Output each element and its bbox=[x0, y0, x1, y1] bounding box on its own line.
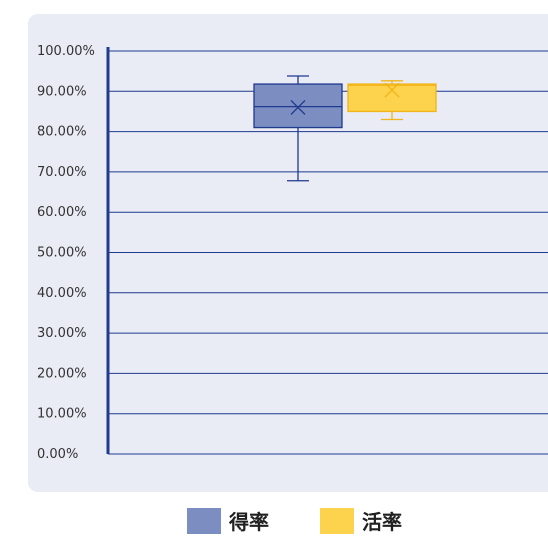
legend: 得率 活率 bbox=[0, 506, 548, 538]
y-tick-label: 90.00% bbox=[37, 84, 87, 99]
legend-label-yield: 得率 bbox=[229, 510, 269, 534]
box-iqr bbox=[253, 83, 343, 129]
y-tick-label: 60.00% bbox=[37, 205, 87, 220]
mean-marker bbox=[384, 82, 400, 98]
y-tick-label: 20.00% bbox=[37, 366, 87, 381]
legend-swatch-yield bbox=[187, 507, 221, 534]
y-tick-label: 30.00% bbox=[37, 326, 87, 341]
y-tick-label: 80.00% bbox=[37, 125, 87, 140]
y-tick-label: 10.00% bbox=[37, 407, 87, 422]
legend-label-motility: 活率 bbox=[362, 510, 402, 534]
y-tick-label: 0.00% bbox=[37, 447, 78, 462]
legend-item-yield: 得率 bbox=[187, 506, 269, 535]
legend-item-motility: 活率 bbox=[320, 506, 402, 535]
box-iqr bbox=[347, 83, 437, 113]
y-tick-label: 40.00% bbox=[37, 286, 87, 301]
mean-marker bbox=[290, 99, 306, 115]
y-tick-label: 70.00% bbox=[37, 165, 87, 180]
box-plot-chart: 0.00% 10.00% 20.00% 30.00% 40.00% 50.00% 60.00… bbox=[37, 44, 548, 462]
y-tick-label: 50.00% bbox=[37, 246, 87, 261]
legend-swatch-motility bbox=[320, 507, 354, 534]
y-tick-label: 100.00% bbox=[37, 44, 95, 59]
